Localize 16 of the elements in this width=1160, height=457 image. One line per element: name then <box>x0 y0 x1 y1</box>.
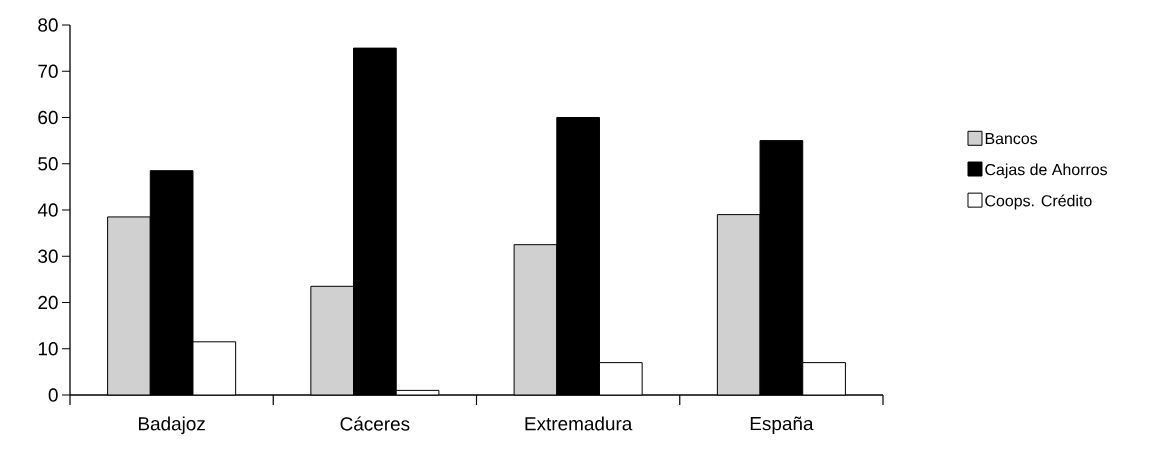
y-tick-label: 20 <box>38 295 58 310</box>
y-tick-label: 80 <box>38 18 58 32</box>
x-tick-label: Extremadura <box>525 416 633 431</box>
y-tick-label: 30 <box>38 249 58 263</box>
x-tick-label: Badajoz <box>138 416 205 435</box>
y-tick-label: 70 <box>38 64 58 78</box>
x-tick-label: Cáceres <box>340 416 410 431</box>
y-tick-label: 60 <box>38 110 58 125</box>
y-tick-label: 50 <box>38 157 58 171</box>
x-tick-label: España <box>750 416 814 435</box>
legend-label: Cajas de Ahorros <box>985 163 1108 179</box>
legend-label: Bancos <box>985 133 1038 145</box>
y-tick-label: 10 <box>38 342 58 356</box>
y-tick-label: 0 <box>48 388 58 402</box>
legend-label: Coops. Crédito <box>985 194 1092 210</box>
y-tick-label: 40 <box>37 203 58 217</box>
